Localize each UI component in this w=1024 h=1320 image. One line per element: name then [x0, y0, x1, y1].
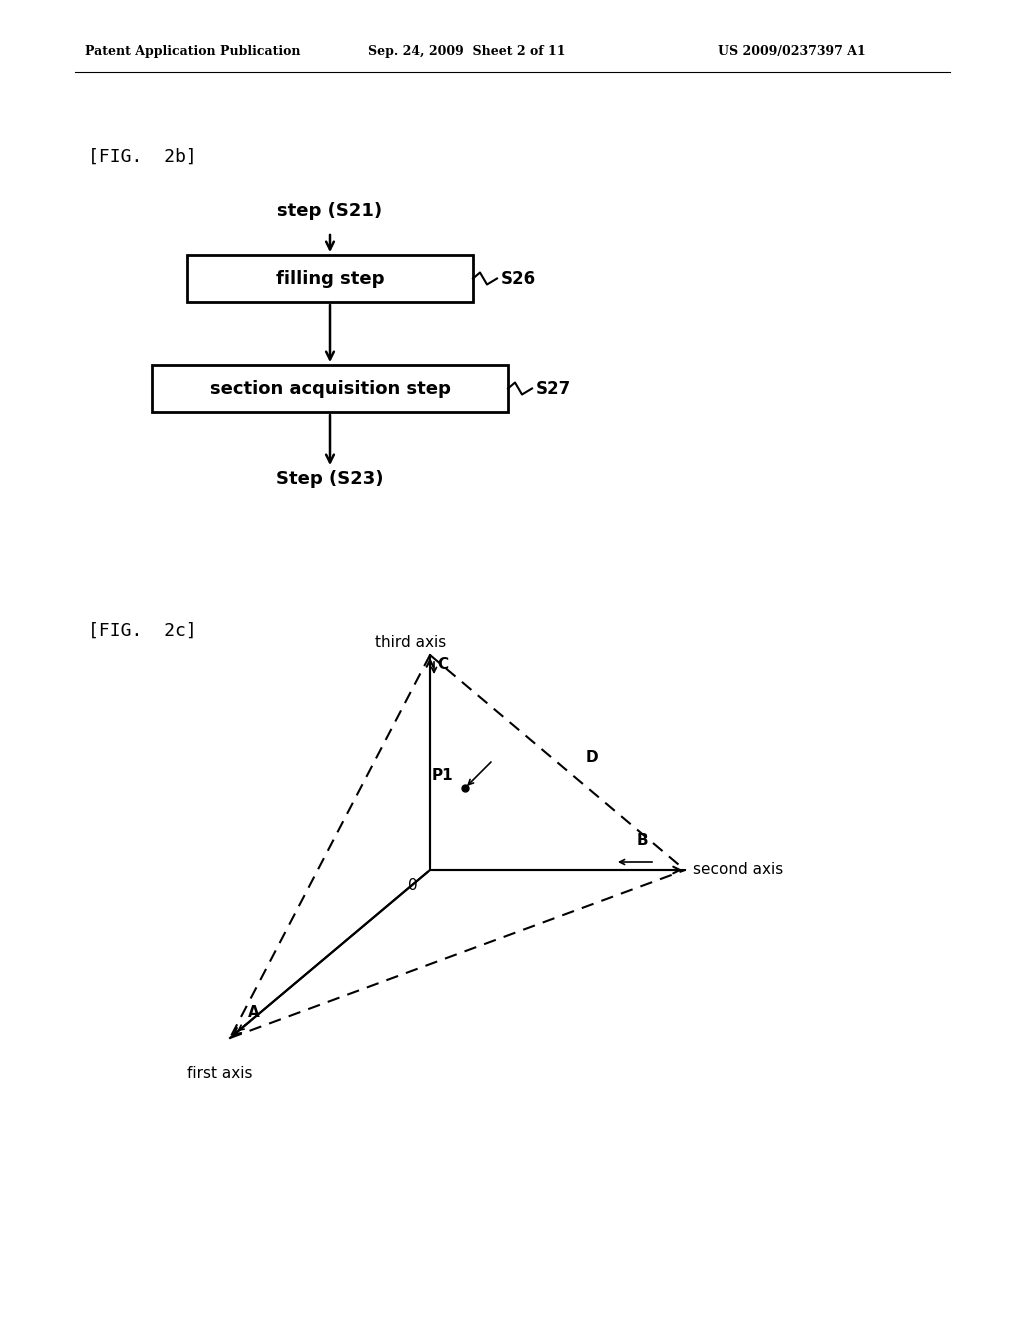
- Text: US 2009/0237397 A1: US 2009/0237397 A1: [718, 45, 865, 58]
- Text: A: A: [248, 1005, 260, 1020]
- Text: [FIG.  2b]: [FIG. 2b]: [88, 148, 197, 166]
- Text: first axis: first axis: [187, 1067, 253, 1081]
- Text: third axis: third axis: [375, 635, 446, 649]
- Bar: [152, 366, 508, 412]
- Text: filling step: filling step: [275, 269, 384, 288]
- Text: second axis: second axis: [693, 862, 783, 878]
- Bar: [187, 255, 473, 302]
- Text: step (S21): step (S21): [278, 202, 383, 220]
- Text: P1: P1: [431, 768, 453, 783]
- Text: Patent Application Publication: Patent Application Publication: [85, 45, 300, 58]
- Text: section acquisition step: section acquisition step: [210, 380, 451, 397]
- Text: S27: S27: [536, 380, 571, 397]
- Text: Step (S23): Step (S23): [276, 470, 384, 488]
- Text: Sep. 24, 2009  Sheet 2 of 11: Sep. 24, 2009 Sheet 2 of 11: [368, 45, 565, 58]
- Text: 0: 0: [409, 878, 418, 894]
- Text: B: B: [637, 833, 648, 847]
- Text: D: D: [586, 750, 599, 766]
- Text: [FIG.  2c]: [FIG. 2c]: [88, 622, 197, 640]
- Text: S26: S26: [501, 269, 537, 288]
- Text: C: C: [437, 657, 449, 672]
